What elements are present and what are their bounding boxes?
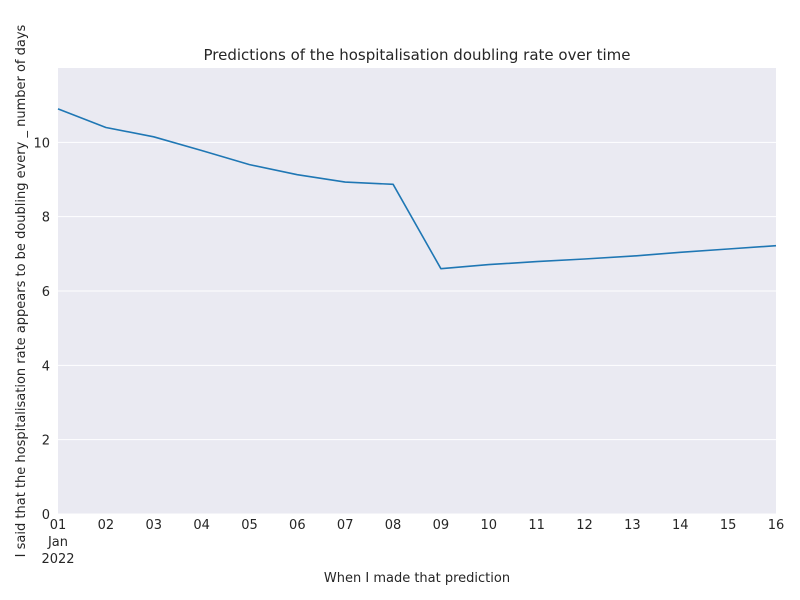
y-tick-label: 10 [33, 136, 50, 151]
y-tick-label: 0 [42, 508, 50, 523]
x-tick-label: 15 [720, 518, 737, 533]
x-tick-sublabel: 2022 [41, 552, 74, 567]
x-tick-label: 06 [289, 518, 306, 533]
y-tick-label: 6 [42, 285, 50, 300]
x-tick-label: 01 [50, 518, 67, 533]
x-tick-label: 04 [193, 518, 210, 533]
x-tick-label: 13 [624, 518, 641, 533]
x-axis: 01 Jan 2022 02 03 04 05 06 07 08 09 10 11 12 13 14 15 16 [41, 518, 784, 567]
grid [58, 141, 776, 515]
y-axis: 0 2 4 6 8 10 [33, 136, 50, 523]
x-tick-label: 03 [145, 518, 162, 533]
y-tick-label: 8 [42, 211, 50, 226]
x-tick-sublabel: Jan [47, 535, 68, 550]
chart-title: Predictions of the hospitalisation doubl… [203, 46, 630, 64]
y-tick-label: 4 [42, 359, 50, 374]
y-axis-label: I said that the hospitalisation rate app… [14, 24, 29, 557]
x-tick-label: 16 [768, 518, 785, 533]
x-tick-label: 10 [481, 518, 498, 533]
x-tick-label: 09 [433, 518, 450, 533]
x-tick-label: 14 [672, 518, 689, 533]
series-layer [57, 108, 777, 270]
series-line [57, 108, 777, 270]
x-tick-label: 08 [385, 518, 402, 533]
x-tick-label: 02 [98, 518, 115, 533]
x-tick-label: 07 [337, 518, 354, 533]
x-axis-label: When I made that prediction [324, 571, 510, 586]
x-tick-label: 12 [576, 518, 593, 533]
x-tick-label: 05 [241, 518, 258, 533]
x-tick-label: 11 [528, 518, 545, 533]
y-tick-label: 2 [42, 434, 50, 449]
